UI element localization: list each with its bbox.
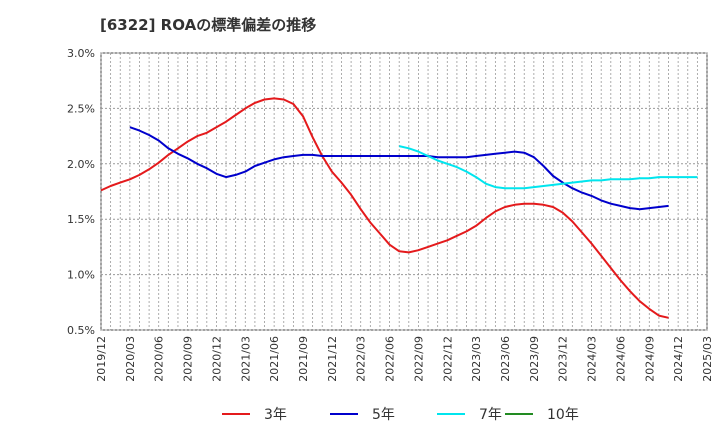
- y-tick-label: 3.0%: [67, 47, 95, 60]
- y-tick-label: 2.5%: [67, 102, 95, 115]
- x-tick-label: 2022/09: [412, 336, 425, 382]
- x-tick-label: 2023/03: [470, 336, 483, 382]
- y-tick-label: 1.0%: [67, 269, 95, 282]
- y-axis: 0.5% 1.0% 1.5% 2.0% 2.5% 3.0%: [67, 47, 95, 337]
- x-tick-label: 2019/12: [95, 336, 108, 382]
- x-axis: 2019/12 2020/03 2020/06 2020/09 2020/12 2021/…: [95, 336, 714, 382]
- grid: [100, 52, 708, 331]
- x-tick-label: 2022/12: [441, 336, 454, 382]
- x-tick-label: 2023/12: [557, 336, 570, 382]
- x-tick-label: 2024/12: [672, 336, 685, 382]
- legend-label-3: 10年: [547, 407, 579, 423]
- x-tick-label: 2020/12: [210, 336, 223, 382]
- x-tick-label: 2024/06: [614, 336, 627, 382]
- x-tick-label: 2021/09: [297, 336, 310, 382]
- x-tick-label: 2025/03: [701, 336, 714, 382]
- series-lines: [100, 97, 698, 319]
- x-tick-label: 2020/03: [124, 336, 137, 382]
- y-tick-label: 1.5%: [67, 213, 95, 226]
- plot-area: [100, 52, 708, 331]
- legend-label-2: 7年: [479, 407, 502, 423]
- x-tick-label: 2023/09: [528, 336, 541, 382]
- x-tick-label: 2024/03: [586, 336, 599, 382]
- series-line-0: [100, 97, 669, 319]
- x-tick-label: 2021/03: [239, 336, 252, 382]
- x-tick-label: 2020/09: [182, 336, 195, 382]
- x-tick-label: 2021/12: [326, 336, 339, 382]
- legend-label-1: 5年: [372, 407, 395, 423]
- x-tick-label: 2021/06: [268, 336, 281, 382]
- series-line-1: [129, 126, 669, 211]
- y-tick-label: 2.0%: [67, 158, 95, 171]
- legend-label-0: 3年: [264, 407, 287, 423]
- series-line-2: [398, 145, 698, 190]
- x-tick-label: 2022/06: [384, 336, 397, 382]
- chart-title: [6322] ROAの標準偏差の推移: [100, 16, 317, 34]
- x-tick-label: 2023/06: [499, 336, 512, 382]
- y-tick-label: 0.5%: [67, 324, 95, 337]
- x-tick-label: 2022/03: [355, 336, 368, 382]
- x-tick-label: 2020/06: [153, 336, 166, 382]
- legend: 3年 5年 7年 10年: [222, 407, 579, 423]
- x-tick-label: 2024/09: [643, 336, 656, 382]
